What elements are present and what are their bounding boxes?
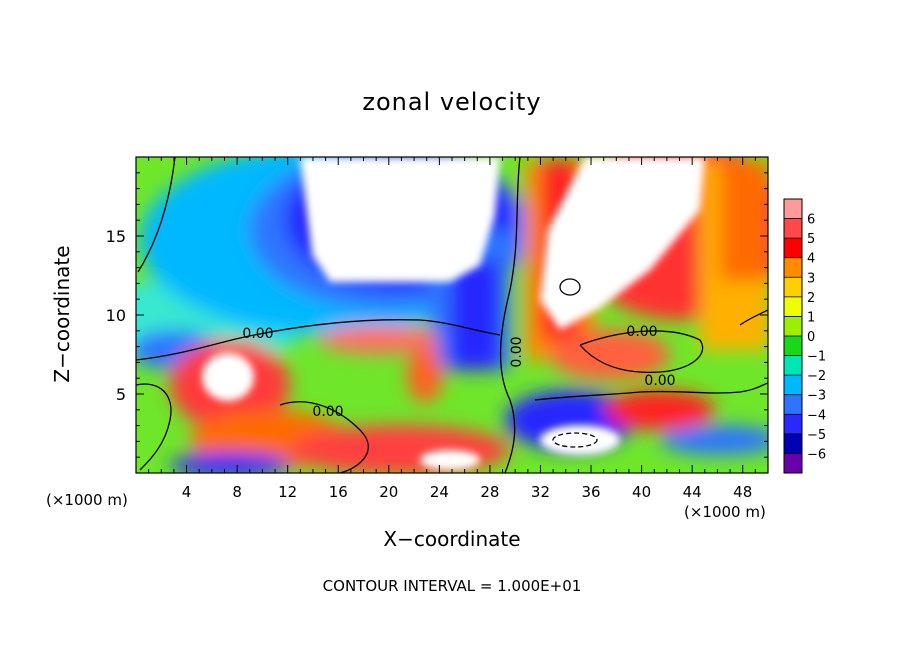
contour-label: 0.00: [626, 324, 657, 340]
colorbar-label: −2: [807, 369, 826, 384]
colorbar-swatch: [784, 238, 802, 259]
colorbar-swatch: [784, 414, 802, 435]
x-tick-label: 12: [278, 483, 297, 501]
colorbar-label: −6: [807, 447, 826, 462]
contour-interval-note: CONTOUR INTERVAL = 1.000E+01: [322, 577, 582, 595]
colorbar-swatch: [784, 375, 802, 396]
x-tick-label: 4: [182, 483, 192, 501]
x-tick-label: 28: [480, 483, 499, 501]
contour-line: [279, 401, 369, 473]
x-tick-label: 44: [683, 483, 702, 501]
x-tick-label: 36: [581, 483, 600, 501]
x-tick-label: 8: [232, 483, 242, 501]
contour-line: [534, 382, 768, 401]
colorbar-swatch: [784, 355, 802, 376]
colorbar-swatch: [784, 277, 802, 298]
contour-labels: 0.00 0.00 0.00 0.00 0.00: [242, 324, 675, 420]
colorbar-label: 4: [807, 252, 815, 267]
contour-label: 0.00: [644, 373, 675, 389]
colorbar-swatch: [784, 433, 802, 454]
contour-line: [136, 383, 172, 471]
contour-line: [579, 330, 704, 374]
chart-title: zonal velocity: [362, 88, 542, 116]
x-tick-label: 40: [632, 483, 651, 501]
colorbar-swatch: [784, 296, 802, 317]
colorbar-label: −4: [807, 408, 826, 423]
y-tick-label: 10: [106, 306, 126, 325]
colorbar: 6 5 4 3 2 1 0 −1 −2 −3 −4 −5 −6: [783, 198, 826, 474]
colorbar-swatch: [784, 316, 802, 337]
colorbar-swatch: [784, 218, 802, 239]
colorbar-label: −1: [807, 350, 826, 365]
colorbar-label: −3: [807, 389, 826, 404]
y-axis-label: Z−coordinate: [50, 245, 74, 383]
colorbar-swatch: [784, 453, 802, 474]
contour-line: [739, 309, 768, 326]
colorbar-label: −5: [807, 428, 826, 443]
x-unit-label-left: (×1000 m): [46, 491, 128, 509]
colorbar-swatch: [784, 336, 802, 357]
contour-line: [499, 157, 521, 473]
contour-label: 0.00: [509, 336, 525, 367]
colorbar-swatch: [784, 199, 802, 220]
x-tick-label: 24: [430, 483, 449, 501]
colorbar-label: 3: [807, 271, 815, 286]
colorbar-label: 0: [807, 330, 815, 345]
contour-label: 0.00: [242, 326, 273, 342]
contour-line: [559, 278, 581, 296]
colorbar-swatch: [784, 257, 802, 278]
colorbar-label: 6: [807, 213, 815, 228]
x-tick-label: 16: [329, 483, 348, 501]
colorbar-swatch: [784, 394, 802, 415]
velocity-field: [136, 157, 768, 473]
contour-label: 0.00: [312, 404, 343, 420]
zero-contours: [136, 157, 768, 473]
colorbar-label: 2: [807, 291, 815, 306]
x-axis-label: X−coordinate: [383, 527, 521, 551]
x-tick-label: 32: [531, 483, 550, 501]
colorbar-label: 5: [807, 232, 815, 247]
contour-line: [136, 319, 501, 361]
colorbar-label: 1: [807, 310, 815, 325]
x-tick-label: 20: [379, 483, 398, 501]
contour-line: [137, 157, 176, 273]
x-tick-label: 48: [733, 483, 752, 501]
y-tick-label: 15: [106, 227, 126, 246]
saturated-regions: [202, 157, 705, 470]
y-tick-label: 5: [116, 385, 126, 404]
contour-line: [552, 432, 598, 448]
x-unit-label-right: (×1000 m): [684, 503, 766, 521]
